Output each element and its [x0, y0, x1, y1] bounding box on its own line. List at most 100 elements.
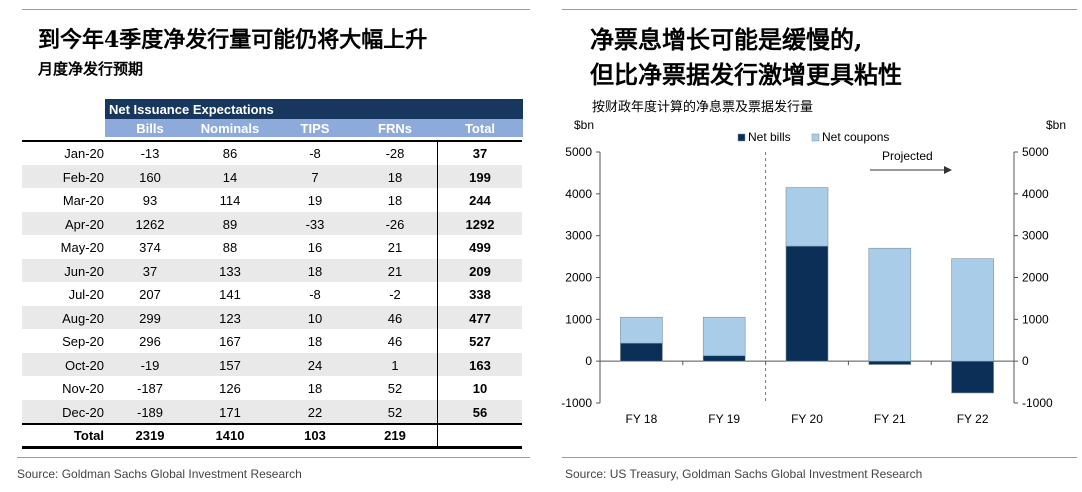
bar-net-coupons [951, 258, 994, 362]
cell-nominals: 86 [222, 146, 238, 161]
bar-net-bills [702, 355, 746, 362]
right-tick-label: -1000 [1022, 396, 1053, 410]
table-row: Oct-20 -19 157 24 1 163 [22, 352, 522, 376]
month-label: Apr-20 [64, 216, 104, 232]
cell-frns: 219 [384, 428, 406, 443]
total-label: Total [73, 428, 104, 443]
cell-total: 10 [472, 381, 488, 396]
table-top-rule [22, 140, 522, 142]
bar-net-coupons [620, 316, 663, 344]
left-panel: 到今年4季度净发行量可能仍将大幅上升 月度净发行预期 Net Issuance … [0, 0, 530, 492]
cell-bills: 37 [142, 263, 158, 279]
cell-tips: 18 [307, 263, 323, 279]
projected-annotation: Projected [882, 149, 933, 163]
bar-net-bills [785, 245, 829, 362]
table-row: Sep-20 296 167 18 46 527 [22, 329, 522, 353]
month-label: Jul-20 [68, 287, 104, 302]
cell-bills: 207 [139, 287, 161, 302]
column-header-frns: FRNs [378, 121, 412, 136]
right-tick-label: 2000 [1022, 271, 1049, 285]
cell-tips: 103 [304, 428, 326, 443]
legend-label: Net bills [748, 130, 791, 144]
right-title-line2: 但比净票据发行激增更具粘性 [590, 60, 902, 89]
cell-nominals: 114 [219, 193, 241, 208]
cell-bills: 1262 [135, 216, 165, 232]
cell-tips: 7 [311, 169, 319, 185]
month-label: Aug-20 [62, 310, 104, 326]
bar-net-coupons [868, 247, 912, 362]
cell-frns: 1 [391, 357, 399, 373]
cell-total: 499 [469, 240, 491, 255]
left-tick-label: 1000 [565, 312, 592, 326]
cell-bills: -189 [136, 404, 164, 420]
cell-nominals: 157 [219, 357, 241, 373]
cell-bills: -187 [136, 381, 164, 396]
right-title-line1: 净票息增长可能是缓慢的, [590, 25, 863, 54]
cell-tips: 18 [307, 381, 323, 396]
table-row: Jul-20 207 141 -8 -2 338 [22, 282, 522, 306]
month-label: Jan-20 [64, 146, 104, 161]
bar-net-coupons [702, 316, 746, 357]
column-header-nominals: Nominals [200, 121, 260, 136]
cell-total: 37 [472, 146, 488, 161]
right-axis-unit: $bn [1046, 118, 1066, 132]
cell-frns: 52 [387, 404, 403, 420]
cell-total: 338 [469, 287, 491, 302]
total-top-rule [22, 423, 522, 425]
cell-tips: -33 [305, 216, 325, 232]
bar-net-bills [620, 342, 663, 362]
table-row: Mar-20 93 114 19 18 244 [22, 188, 522, 212]
cell-nominals: 167 [219, 334, 241, 349]
left-tick-label: 4000 [565, 187, 592, 201]
cell-frns: 21 [387, 263, 403, 279]
table-title: Net Issuance Expectations [105, 99, 523, 119]
right-tick-label: 3000 [1022, 229, 1049, 243]
projected-arrow-head [944, 166, 952, 174]
month-label: Oct-20 [64, 357, 104, 373]
table-row: Nov-20 -187 126 18 52 10 [22, 376, 522, 400]
bar-net-coupons [785, 187, 829, 247]
cell-frns: -28 [385, 146, 405, 161]
cell-tips: 24 [307, 357, 323, 373]
cell-nominals: 133 [219, 263, 241, 279]
cell-bills: 296 [139, 334, 161, 349]
cell-bills: -13 [140, 146, 160, 161]
x-tick-label: FY 22 [957, 412, 989, 426]
legend-swatch [811, 133, 820, 142]
cell-total: 477 [469, 310, 491, 326]
left-tick-label: 2000 [565, 271, 592, 285]
column-header-bills: Bills [136, 121, 164, 136]
right-source: Source: US Treasury, Goldman Sachs Globa… [565, 467, 923, 481]
cell-frns: 21 [387, 240, 403, 255]
cell-frns: 46 [387, 334, 403, 349]
month-label: Mar-20 [62, 193, 104, 208]
month-label: Jun-20 [64, 263, 104, 279]
cell-nominals: 123 [219, 310, 241, 326]
table-row: Feb-20 160 14 7 18 199 [22, 164, 522, 188]
cell-bills: 299 [139, 310, 161, 326]
bar-net-bills [868, 360, 912, 365]
cell-total: 56 [472, 404, 488, 420]
legend-swatch [737, 133, 746, 142]
cell-total: 527 [469, 334, 491, 349]
table-row: Aug-20 299 123 10 46 477 [22, 305, 522, 329]
left-title: 到今年4季度净发行量可能仍将大幅上升 [38, 27, 428, 53]
x-tick-label: FY 21 [874, 412, 906, 426]
month-label: Dec-20 [62, 404, 104, 420]
table-header-row [105, 119, 523, 137]
cell-frns: 18 [387, 193, 403, 208]
cell-total: 1292 [465, 216, 495, 232]
month-label: Feb-20 [62, 169, 104, 185]
cell-bills: 2319 [135, 428, 165, 443]
cell-total: 209 [469, 263, 491, 279]
top-rule-right [562, 9, 1077, 10]
cell-nominals: 171 [219, 404, 241, 420]
cell-tips: -8 [309, 287, 321, 302]
left-tick-label: 5000 [565, 145, 592, 159]
left-axis-unit: $bn [574, 118, 594, 132]
cell-tips: 19 [307, 193, 323, 208]
cell-nominals: 14 [222, 169, 238, 185]
cell-bills: 374 [139, 240, 161, 255]
month-label: Sep-20 [62, 334, 104, 349]
right-subtitle: 按财政年度计算的净息票及票据发行量 [592, 100, 814, 115]
